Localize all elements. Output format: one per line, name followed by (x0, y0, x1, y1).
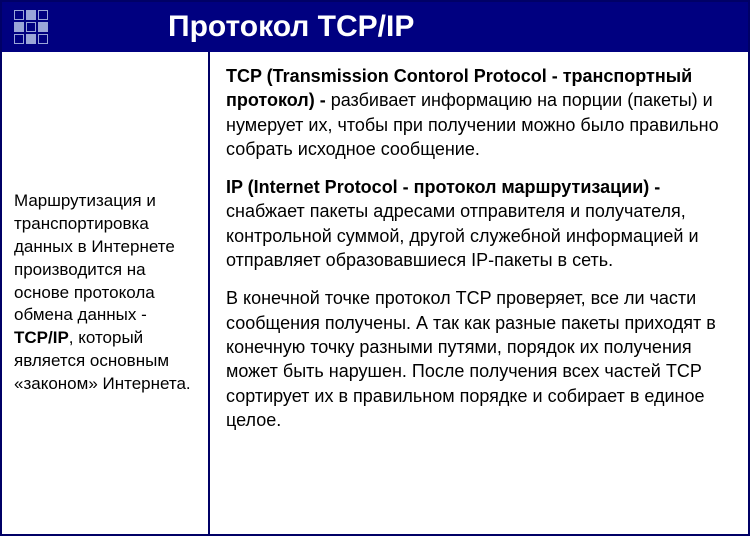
ip-text: снабжает пакеты адресами отправителя и п… (226, 201, 699, 270)
slide-title: Протокол TCP/IP (168, 10, 414, 44)
slide-header: Протокол TCP/IP (2, 2, 748, 52)
tcp-paragraph: TCP (Transmission Contorol Protocol - тр… (226, 64, 730, 161)
summary-paragraph: В конечной точке протокол TCP проверяет,… (226, 286, 730, 432)
left-text-bold: TCP/IP (14, 328, 69, 347)
ip-bold: IP (Internet Protocol - протокол маршрут… (226, 177, 660, 197)
left-column: Маршрутизация и транспортировка данных в… (2, 52, 210, 534)
left-paragraph: Маршрутизация и транспортировка данных в… (14, 190, 196, 396)
right-column: TCP (Transmission Contorol Protocol - тр… (210, 52, 748, 534)
left-text-pre: Маршрутизация и транспортировка данных в… (14, 191, 175, 325)
decorative-grid-icon (14, 10, 48, 44)
summary-text: В конечной точке протокол TCP проверяет,… (226, 288, 716, 429)
slide-frame: Протокол TCP/IP Маршрутизация и транспор… (0, 0, 750, 536)
slide-body: Маршрутизация и транспортировка данных в… (2, 52, 748, 534)
ip-paragraph: IP (Internet Protocol - протокол маршрут… (226, 175, 730, 272)
